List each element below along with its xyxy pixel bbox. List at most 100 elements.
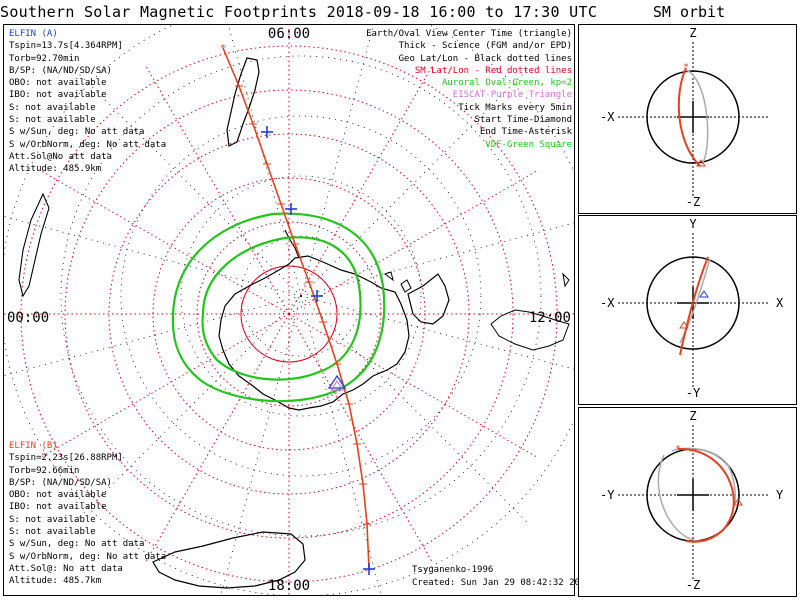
elfin-b-info-line: IBO: not available	[9, 502, 107, 513]
elfin-a-info-line: IBO: not available	[9, 90, 107, 101]
orbit-panel-xz: * Z -Z -X	[578, 24, 797, 214]
geo-latitude-circle	[180, 175, 422, 417]
elfin-a-info-line: B/SP: (NA/ND/SD/SA)	[9, 65, 112, 76]
sm-inner-circle	[240, 265, 338, 363]
orbit-label-top: Y	[689, 217, 697, 231]
auroral-ovals	[171, 212, 386, 403]
earth-circle	[646, 256, 740, 350]
orbit-path-b	[677, 447, 735, 543]
auroral-oval-inner	[201, 236, 362, 381]
elfin-a-info-line: S w/Sun, deg: No att data	[9, 127, 145, 138]
elfin-a-info-line: Torb=92.70min	[9, 53, 80, 64]
madagascar-coastline	[490, 309, 570, 351]
antarctic-peninsula	[284, 229, 300, 259]
elfin-b-info-line: B/SP: (NA/ND/SD/SA)	[9, 477, 112, 488]
mlt-label-bottom: 18:00	[268, 578, 310, 594]
orbit-start-triangle-a	[699, 290, 709, 298]
legend: Earth/Oval View Center Time (triangle) Th…	[366, 28, 572, 151]
mlt-labels: 06:00 18:00 00:00 12:00	[7, 26, 571, 594]
orbit-chart-yz: * Z -Z -Y Y	[578, 407, 797, 597]
orbit-frame	[578, 24, 797, 214]
orbit-chart-xy: Y -Y -X X	[578, 215, 797, 405]
legend-entry: EISCAT-Purple Triangle	[452, 90, 572, 101]
orbit-label-left: -Y	[600, 488, 615, 502]
orbit-path-b	[679, 256, 709, 356]
view-center-triangle	[327, 374, 347, 389]
south-america-coastline	[226, 57, 260, 147]
credit-author: Tsyganenko-1996	[412, 565, 494, 575]
orbit-panel-xy: Y -Y -X X	[578, 215, 797, 405]
elfin-b-name: ELFIN (B)	[9, 441, 58, 451]
legend-entry: Tick Marks every 5min	[458, 102, 572, 113]
sm-grid	[4, 29, 574, 596]
australia-coastline	[152, 531, 306, 589]
mlt-label-left: 00:00	[7, 310, 49, 326]
legend-entry: VDF-Green Square	[485, 139, 572, 150]
elfin-a-info-line: Tspin=13.7s[4.364RPM]	[9, 41, 123, 52]
elfin-b-info-line: OBO: not available	[9, 490, 107, 501]
orbit-label-bottom: -Z	[686, 578, 700, 592]
orbit-panel-yz: * Z -Z -Y Y	[578, 407, 797, 597]
orbit-label-bottom: -Y	[686, 386, 701, 400]
sm-latitude-circle	[196, 221, 382, 407]
orbit-start-triangle-b	[679, 321, 689, 329]
footprint-map-panel: * 06:00 18:00 00:00 12:00	[3, 24, 575, 596]
sm-latitude-circle	[64, 89, 514, 539]
orbit-start-triangle	[696, 159, 706, 167]
footprint-map-chart: * 06:00 18:00 00:00 12:00	[3, 24, 575, 596]
elfin-a-info-line: Altitude: 485.9km	[9, 164, 102, 175]
legend-entry: Start Time-Diamond	[474, 115, 572, 126]
legend-entry: Thick - Science (FGM and/or EPD)	[398, 41, 572, 52]
orbit-title: SM orbit	[652, 3, 726, 21]
elfin-b-info: ELFIN (B) Tspin=2.23s[26.88RPM] Torb=92.6…	[9, 440, 166, 588]
elfin-a-info-line: S: not available	[9, 102, 96, 113]
mlt-label-top: 06:00	[268, 26, 310, 42]
orbit-start-triangle	[733, 498, 743, 506]
elfin-a-name: ELFIN (A)	[9, 29, 58, 39]
elfin-b-info-line: Tspin=2.23s[26.88RPM]	[9, 453, 123, 464]
orbit-label-left: -X	[600, 110, 615, 124]
sm-latitude-circle	[20, 45, 558, 583]
credit-created: Created: Sun Jan 29 08:42:32 2023	[412, 578, 591, 588]
legend-entry: End Time-Asterisk	[479, 127, 572, 138]
elfin-a-info-line: Att.Sol@No att data	[9, 151, 112, 162]
orbit-path-b	[677, 67, 701, 167]
elfin-b-info-line: Att.Sol@: No att data	[9, 563, 123, 574]
orbit-chart-xz: * Z -Z -X	[578, 24, 797, 214]
geo-latitude-circle	[60, 55, 542, 537]
elfin-a-info-line: S w/OrbNorm, deg: No att data	[9, 139, 167, 150]
small-islands	[383, 271, 570, 293]
elfin-b-info-line: S w/OrbNorm, deg: No att data	[9, 551, 167, 562]
elfin-b-track: *	[220, 42, 375, 575]
orbit-path-a	[685, 69, 709, 165]
elfin-a-info-line: OBO: not available	[9, 78, 107, 89]
orbit-frame	[578, 215, 797, 405]
elfin-b-info-line: Torb=92.66min	[9, 465, 80, 476]
legend-entry: Auroral Oval-Green, kp=2	[441, 78, 572, 89]
elfin-b-info-line: S: not available	[9, 514, 96, 525]
elfin-a-info: ELFIN (A) Tspin=13.7s[4.364RPM] Torb=92.7…	[9, 28, 166, 176]
elfin-a-info-line: S: not available	[9, 115, 96, 126]
elfin-b-info-line: S w/Sun, deg: No att data	[9, 539, 145, 550]
legend-entry: SM Lat/Lon - Red dotted lines	[414, 65, 572, 76]
eiscat-triangle	[329, 380, 345, 391]
orbit-end-asterisk: *	[675, 444, 681, 455]
auroral-oval-outer	[171, 212, 386, 403]
orbit-end-asterisk: *	[683, 62, 689, 73]
africa-coastline	[407, 273, 450, 325]
earth-circle	[646, 70, 740, 164]
orbit-label-left: -X	[600, 296, 615, 310]
page-title: Southern Solar Magnetic Footprints 2018-…	[0, 3, 598, 21]
mlt-label-right: 12:00	[529, 310, 571, 326]
track-end-asterisk: *	[220, 42, 227, 55]
orbit-frame	[578, 407, 797, 597]
elfin-b-info-line: S: not available	[9, 527, 96, 538]
orbit-label-top: Z	[689, 26, 696, 40]
orbit-label-right: Y	[776, 488, 784, 502]
orbit-label-bottom: -Z	[686, 195, 700, 209]
legend-entry: Earth/Oval View Center Time (triangle)	[366, 29, 572, 39]
legend-entry: Geo Lat/Lon - Black dotted lines	[398, 53, 572, 64]
new-zealand-coastline	[18, 192, 50, 298]
geo-latitude-circle	[120, 115, 482, 477]
elfin-b-footprint-line	[222, 47, 370, 570]
